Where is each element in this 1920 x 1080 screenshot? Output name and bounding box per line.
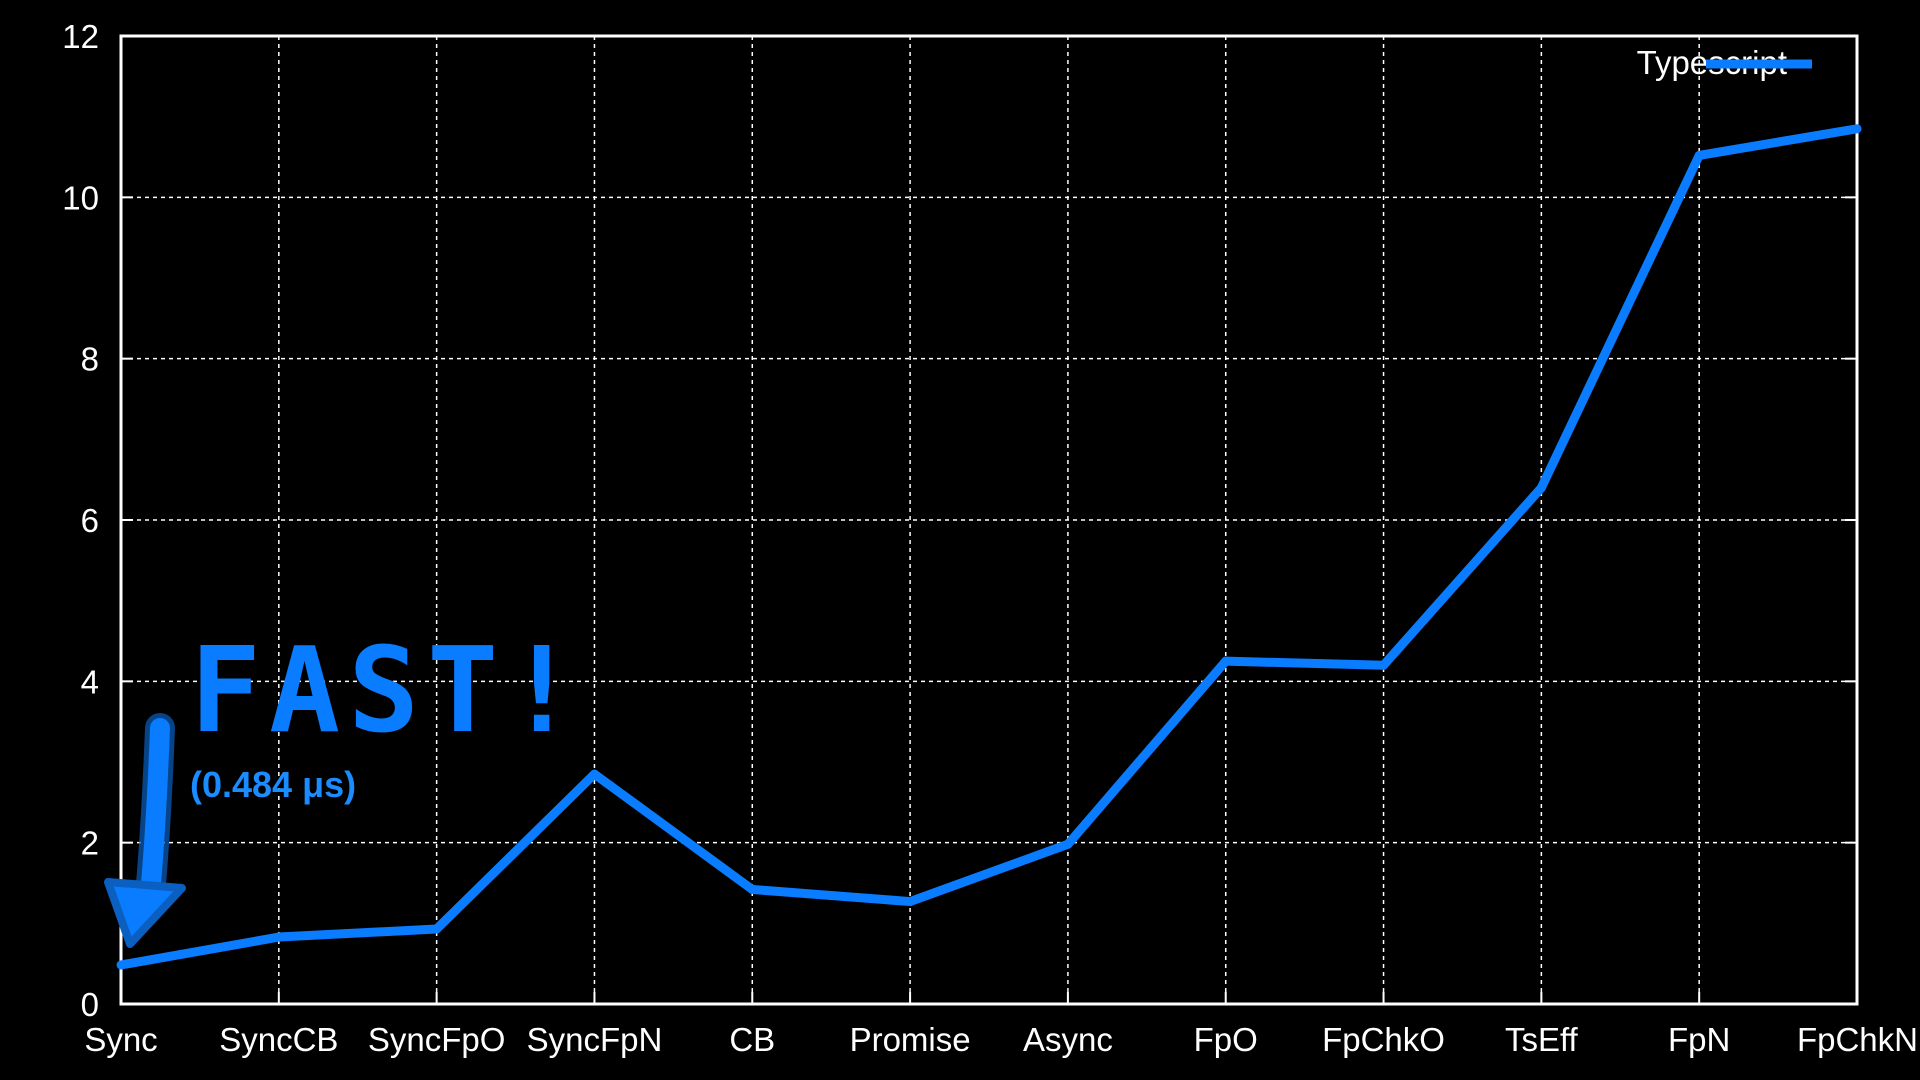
data-point xyxy=(1379,660,1389,670)
y-tick-label: 10 xyxy=(62,179,99,216)
y-tick-label: 8 xyxy=(81,341,99,378)
x-tick-label: FpChkN xyxy=(1797,1021,1918,1058)
y-tick-label: 4 xyxy=(81,663,99,700)
data-point xyxy=(116,960,126,970)
legend: Typescript xyxy=(1637,44,1812,81)
x-tick-label: FpChkO xyxy=(1322,1021,1445,1058)
y-tick-label: 12 xyxy=(62,18,99,55)
x-tick-label: Async xyxy=(1023,1021,1113,1058)
annotation-title: FAST! xyxy=(190,621,585,759)
x-tick-label: FpO xyxy=(1194,1021,1258,1058)
data-point xyxy=(1852,124,1862,134)
x-tick-label: SyncFpO xyxy=(368,1021,506,1058)
x-tick-label: FpN xyxy=(1668,1021,1730,1058)
data-point xyxy=(274,932,284,942)
data-point xyxy=(432,924,442,934)
data-point xyxy=(589,769,599,779)
x-tick-label: TsEff xyxy=(1505,1021,1579,1058)
annotation-subtitle: (0.484 μs) xyxy=(190,764,356,805)
x-tick-label: SyncCB xyxy=(219,1021,338,1058)
series-lines xyxy=(116,124,1862,970)
plot-frame xyxy=(119,34,1859,1006)
arrow-down-icon xyxy=(104,713,186,948)
x-tick-label: SyncFpN xyxy=(527,1021,663,1058)
fast-annotation: FAST! (0.484 μs) xyxy=(104,621,585,948)
y-tick-label: 2 xyxy=(81,825,99,862)
x-tick-label: Promise xyxy=(850,1021,971,1058)
y-tick-label: 6 xyxy=(81,502,99,539)
data-point xyxy=(1221,656,1231,666)
data-point xyxy=(905,897,915,907)
data-point xyxy=(1063,839,1073,849)
x-axis-ticks: Sync SyncCB SyncFpO SyncFpN CB Promise Async Fp… xyxy=(84,992,1918,1058)
y-tick-label: 0 xyxy=(81,986,99,1023)
data-point xyxy=(747,884,757,894)
series-line xyxy=(120,124,1858,970)
x-tick-label: CB xyxy=(729,1021,775,1058)
y-axis-ticks: 0 2 4 6 8 10 12 xyxy=(62,18,1857,1023)
data-point xyxy=(1694,150,1704,160)
x-tick-label: Sync xyxy=(84,1021,157,1058)
data-point xyxy=(1536,483,1546,493)
grid-lines xyxy=(121,36,1857,1004)
